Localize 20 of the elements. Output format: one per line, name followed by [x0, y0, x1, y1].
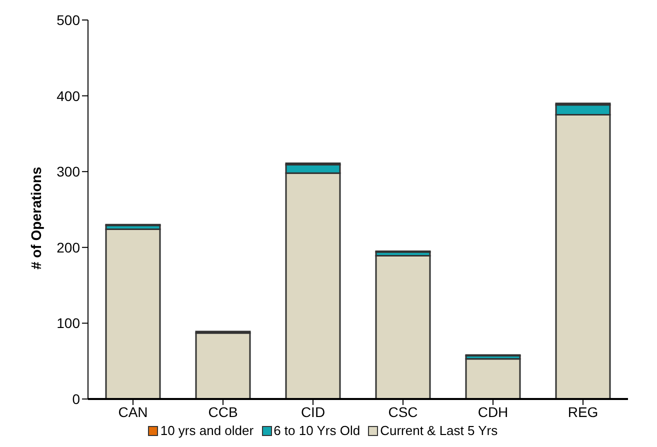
legend-label: 6 to 10 Yrs Old	[272, 423, 360, 438]
legend-label: Current & Last 5 Yrs	[379, 423, 498, 438]
y-tick-label: 300	[56, 164, 80, 180]
bar	[465, 358, 521, 399]
legend-label: 10 yrs and older	[159, 423, 254, 438]
x-tick-label: CCB	[208, 404, 238, 420]
y-tick-label: 400	[56, 88, 80, 104]
y-tick-label: 200	[56, 239, 80, 256]
x-tick-label: CDH	[478, 404, 508, 420]
y-tick-label: 0	[72, 390, 80, 407]
x-tick-label: CSC	[388, 404, 418, 420]
x-tick-label: REG	[568, 404, 598, 420]
y-tick-label: 500	[56, 12, 80, 28]
bar	[105, 228, 161, 399]
bar	[195, 332, 251, 399]
y-tick-label: 100	[56, 315, 80, 332]
y-axis-title: # of Operations	[28, 166, 44, 270]
x-tick-label: CAN	[118, 404, 148, 420]
x-tick-label: CID	[300, 404, 326, 420]
bar	[375, 254, 431, 399]
